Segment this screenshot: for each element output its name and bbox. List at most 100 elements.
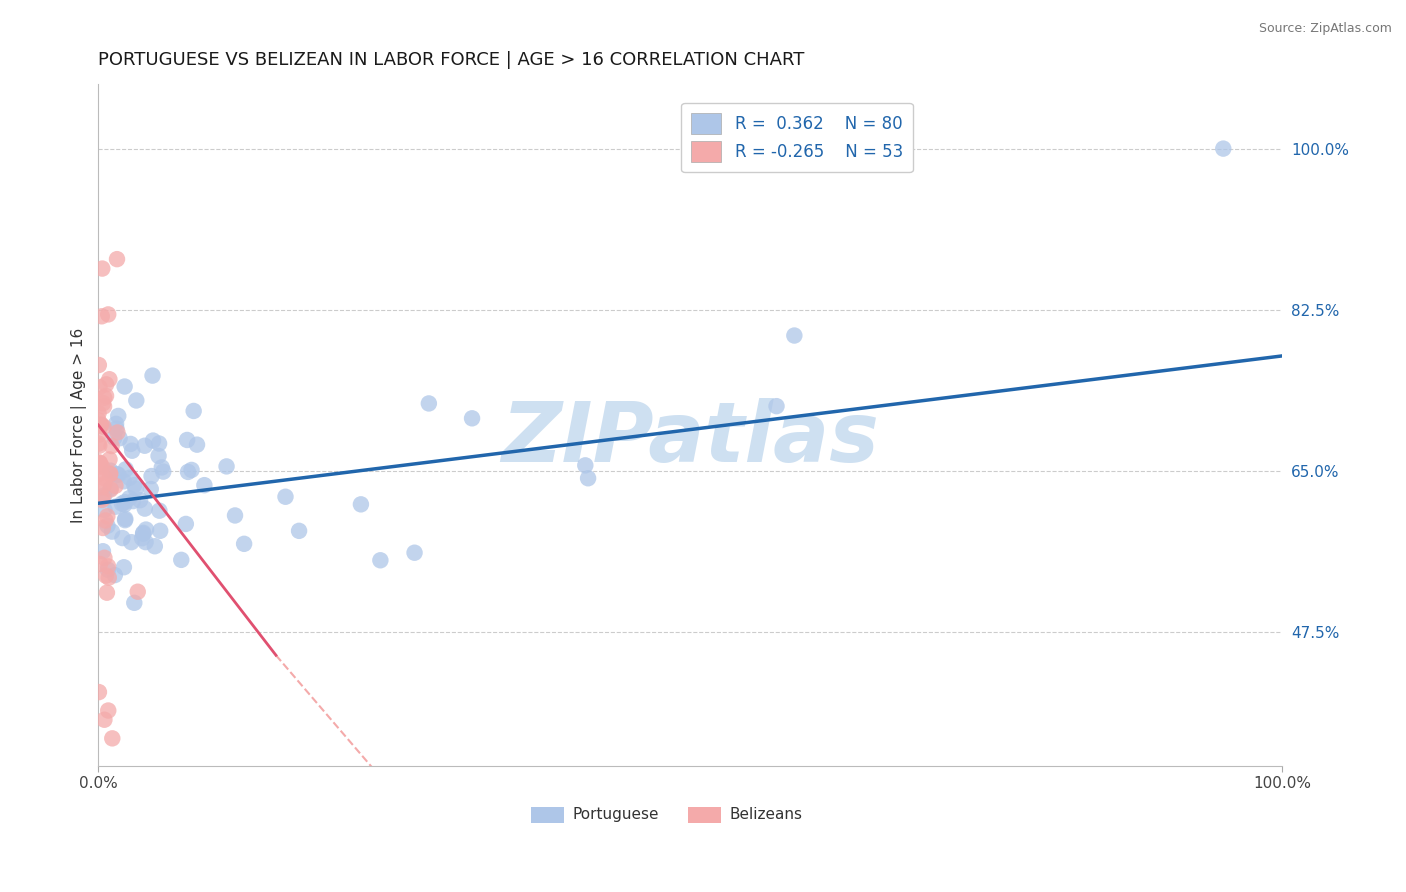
Point	[418, 396, 440, 410]
FancyBboxPatch shape	[530, 806, 564, 823]
Point	[104, 479, 127, 493]
Point	[87, 427, 110, 442]
Point	[111, 497, 134, 511]
Point	[215, 459, 238, 474]
Point	[96, 585, 118, 599]
Point	[118, 491, 141, 505]
Point	[87, 413, 110, 427]
Text: Portuguese: Portuguese	[572, 807, 658, 822]
Point	[107, 409, 129, 423]
Point	[87, 358, 110, 372]
Point	[101, 731, 124, 746]
Point	[141, 368, 163, 383]
Point	[122, 478, 145, 492]
Point	[288, 524, 311, 538]
Point	[98, 467, 121, 481]
Point	[112, 475, 135, 489]
Point	[96, 518, 118, 533]
Point	[94, 513, 117, 527]
Point	[193, 478, 215, 492]
Point	[93, 489, 115, 503]
Point	[101, 524, 124, 539]
Point	[1212, 142, 1234, 156]
Point	[148, 436, 170, 450]
Point	[120, 535, 142, 549]
Point	[89, 557, 111, 571]
Point	[124, 596, 146, 610]
Point	[122, 494, 145, 508]
Point	[114, 513, 136, 527]
Point	[148, 449, 170, 463]
Point	[96, 509, 118, 524]
Point	[143, 539, 166, 553]
Point	[370, 553, 392, 567]
Point	[576, 471, 599, 485]
Point	[93, 503, 115, 517]
Point	[183, 404, 205, 418]
Point	[114, 462, 136, 476]
Point	[93, 400, 115, 414]
Point	[97, 704, 120, 718]
Point	[186, 437, 208, 451]
Point	[105, 422, 128, 436]
Point	[91, 480, 114, 494]
Point	[131, 531, 153, 545]
Point	[93, 391, 115, 405]
Point	[100, 439, 122, 453]
Point	[132, 526, 155, 541]
Point	[132, 525, 155, 540]
Point	[98, 452, 121, 467]
Point	[97, 559, 120, 574]
Point	[93, 419, 115, 434]
Point	[91, 396, 114, 410]
Point	[91, 493, 114, 508]
Point	[94, 568, 117, 582]
Point	[150, 460, 173, 475]
Point	[89, 456, 111, 470]
Point	[94, 389, 117, 403]
Point	[91, 544, 114, 558]
Point	[574, 458, 596, 473]
Point	[91, 491, 114, 505]
Point	[104, 500, 127, 514]
Point	[783, 328, 806, 343]
Point	[141, 469, 163, 483]
Point	[91, 261, 114, 276]
Point	[149, 524, 172, 538]
Point	[461, 411, 484, 425]
Point	[96, 377, 118, 392]
Point	[114, 512, 136, 526]
Point	[90, 417, 112, 432]
Text: Belizeans: Belizeans	[730, 807, 803, 822]
Y-axis label: In Labor Force | Age > 16: In Labor Force | Age > 16	[72, 327, 87, 523]
Point	[98, 372, 121, 386]
Point	[97, 307, 120, 321]
FancyBboxPatch shape	[688, 806, 721, 823]
Point	[135, 523, 157, 537]
Point	[112, 560, 135, 574]
Point	[135, 535, 157, 549]
Point	[90, 310, 112, 324]
Point	[170, 553, 193, 567]
Point	[107, 425, 129, 440]
Point	[118, 471, 141, 485]
Point	[112, 498, 135, 512]
Point	[90, 418, 112, 433]
Point	[89, 467, 111, 481]
Point	[127, 584, 149, 599]
Text: Source: ZipAtlas.com: Source: ZipAtlas.com	[1258, 22, 1392, 36]
Point	[87, 685, 110, 699]
Point	[104, 568, 127, 582]
Point	[89, 380, 111, 394]
Point	[100, 483, 122, 497]
Point	[93, 471, 115, 485]
Point	[124, 482, 146, 496]
Point	[114, 495, 136, 509]
Point	[87, 406, 110, 420]
Point	[114, 379, 136, 393]
Point	[177, 465, 200, 479]
Point	[139, 482, 162, 496]
Point	[765, 399, 787, 413]
Point	[97, 563, 120, 577]
Point	[93, 477, 115, 491]
